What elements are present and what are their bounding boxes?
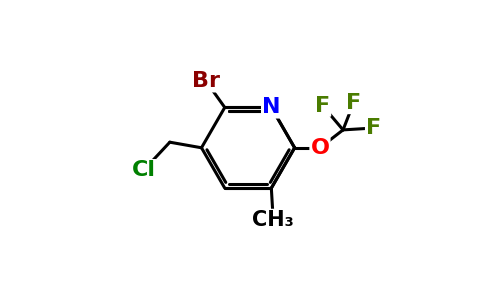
Text: N: N [262,98,281,117]
Text: CH₃: CH₃ [252,210,294,230]
Text: Br: Br [192,71,220,92]
Text: Cl: Cl [132,160,156,180]
Text: F: F [346,93,361,113]
Text: F: F [315,96,330,116]
Text: F: F [366,118,381,138]
Text: O: O [310,138,330,158]
